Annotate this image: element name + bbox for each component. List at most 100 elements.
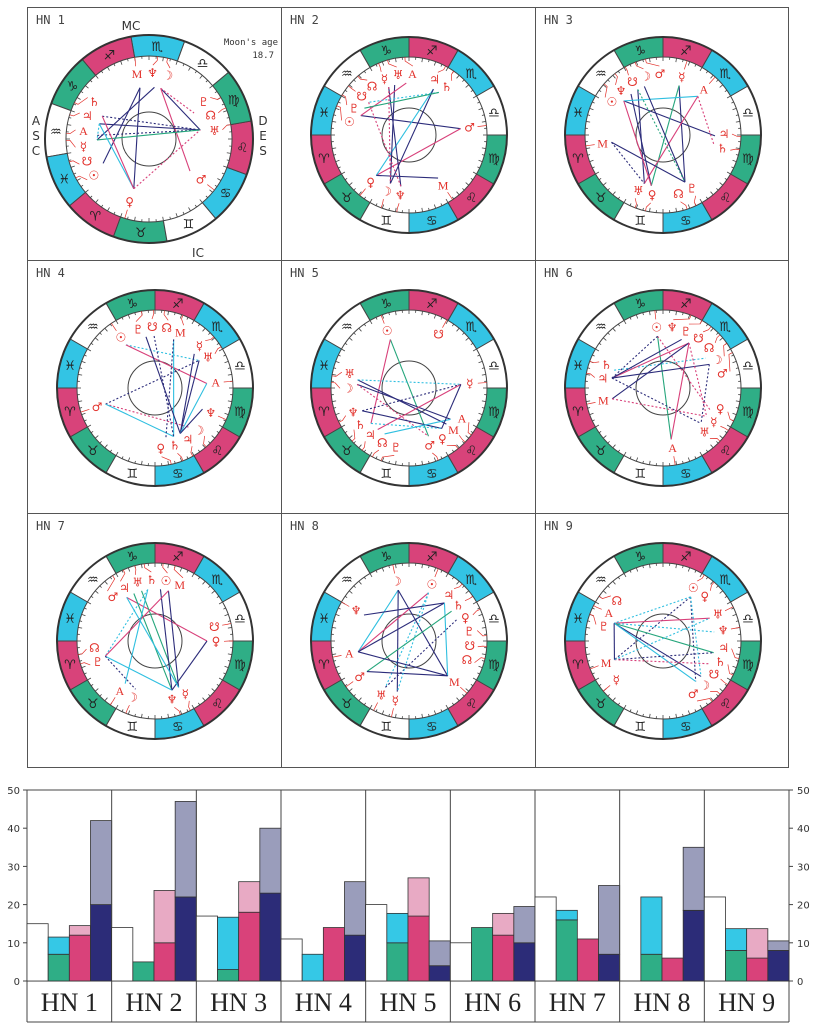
sign-glyph-scorpio: ♏ [151, 40, 163, 55]
degree-tick [344, 595, 348, 599]
bar-segment-hn3 [259, 827, 282, 894]
degree-tick [104, 327, 108, 332]
degree-tick [70, 110, 75, 113]
planet-glyph: ♆ [718, 623, 729, 637]
degree-tick [381, 314, 385, 319]
degree-tick [363, 70, 367, 74]
degree-tick [338, 101, 341, 104]
degree-tick [456, 327, 460, 332]
degree-tick [99, 585, 102, 588]
bar-segment-hn4 [280, 938, 303, 982]
sign-glyph-virgo: ♍ [488, 405, 500, 420]
midheaven-marker: M [601, 656, 612, 670]
degree-tick [726, 677, 731, 681]
aspect-line-pink [377, 383, 462, 431]
degree-tick [199, 199, 203, 203]
category-label: HN 7 [549, 988, 606, 1017]
sign-glyph-cancer: ♋ [680, 214, 692, 229]
degree-tick [223, 607, 226, 610]
degree-tick [456, 444, 460, 449]
planet-tick [80, 408, 90, 413]
bar-segment-hn2 [174, 896, 197, 982]
planet-tick [727, 411, 734, 422]
bar-segment-hn3 [195, 915, 218, 982]
degree-tick [188, 66, 191, 71]
chart-cell: HN 3 ♈ ♉ ♊ ♋ ♌ ♍ ♎ ♏ ♐ ♑ ♒ ♓ ☉ ♆ ☋ ☽ ♂ ☿ A ♃ ♄ ☊ ♇ ♀ ♅ M [536, 8, 790, 261]
degree-tick [388, 565, 390, 569]
degree-tick [216, 683, 220, 687]
sign-glyph-aquarius: ♒ [341, 320, 353, 335]
sign-glyph-pisces: ♓ [64, 612, 76, 627]
y-tick-label-left: 50 [7, 786, 20, 797]
planet-tick [125, 704, 130, 714]
degree-tick [335, 665, 340, 669]
degree-tick [710, 444, 714, 449]
aspect-line-pink [697, 96, 715, 146]
sign-glyph-leo: ♌ [719, 191, 731, 206]
degree-tick [208, 332, 211, 335]
planet-glyph: ♄ [717, 141, 728, 155]
planet-tick [396, 203, 400, 213]
planet-glyph: ♅ [344, 367, 355, 381]
sign-glyph-aquarius: ♒ [87, 573, 99, 588]
degree-tick [227, 627, 232, 629]
planet-tick [372, 449, 380, 458]
degree-tick [115, 320, 119, 325]
degree-tick [191, 451, 195, 456]
degree-tick [428, 207, 430, 211]
inner-circle [381, 360, 437, 416]
sign-glyph-sagittarius: ♐ [680, 297, 692, 312]
degree-tick [194, 204, 197, 208]
aspect-line-navy [396, 590, 399, 692]
degree-tick [635, 61, 639, 66]
degree-tick [127, 457, 131, 462]
degree-tick [587, 367, 591, 369]
degree-tick [162, 57, 164, 62]
bar-segment-hn1 [90, 904, 113, 982]
planet-tick [203, 435, 207, 448]
degree-tick [635, 314, 639, 319]
planet-tick [331, 371, 343, 377]
degree-tick [433, 61, 437, 66]
chart-cell: HN 8 ♈ ♉ ♊ ♋ ♌ ♍ ♎ ♏ ♐ ♑ ♒ ♓ ☽ ☉ ♃ ♄ ♀ ♇ ☋ ☊ M ☿ ♅ ♂ A ♆ [282, 514, 536, 767]
des-label: DES [256, 114, 270, 159]
degree-tick [226, 152, 231, 154]
planet-tick [474, 657, 486, 663]
planet-glyph: ☿ [392, 693, 399, 707]
planet-tick [693, 195, 697, 206]
degree-tick [175, 213, 178, 218]
degree-tick [85, 189, 89, 193]
degree-tick [642, 713, 644, 717]
planet-glyph: ☽ [391, 574, 402, 588]
degree-tick [369, 320, 373, 325]
planet-glyph: ☋ [82, 154, 93, 168]
chart-label: HN 9 [544, 519, 573, 533]
planet-tick [708, 76, 716, 84]
aspect-line-navy [99, 123, 201, 131]
midheaven-marker: M [175, 325, 186, 339]
planet-tick [188, 700, 191, 711]
degree-tick [598, 342, 602, 346]
planet-glyph: ☊ [673, 187, 684, 201]
degree-tick [179, 567, 183, 572]
planet-tick [451, 70, 455, 81]
degree-tick [214, 184, 218, 187]
natal-wheel: ♈ ♉ ♊ ♋ ♌ ♍ ♎ ♏ ♐ ♑ ♒ ♓ ☿ ♅ A ♃♄ ♂ M ♆☽ ♀ ☉♇☋☊ [310, 36, 508, 234]
category-label: HN 6 [464, 988, 521, 1017]
aspect-line-navy [102, 115, 201, 131]
degree-tick [375, 317, 378, 320]
degree-tick [481, 660, 485, 662]
sign-glyph-capricorn: ♑ [126, 550, 138, 565]
degree-tick [99, 441, 102, 444]
sign-glyph-gemini: ♊ [126, 720, 138, 735]
aspect-line-navy [643, 86, 686, 183]
planet-tick [697, 574, 705, 582]
degree-tick [348, 84, 353, 88]
degree-tick [629, 570, 632, 573]
degree-tick [333, 367, 337, 369]
sign-glyph-aries: ♈ [318, 152, 330, 167]
sign-glyph-scorpio: ♏ [211, 573, 223, 588]
degree-tick [197, 449, 201, 453]
planet-tick [162, 563, 168, 574]
degree-tick [197, 702, 201, 706]
